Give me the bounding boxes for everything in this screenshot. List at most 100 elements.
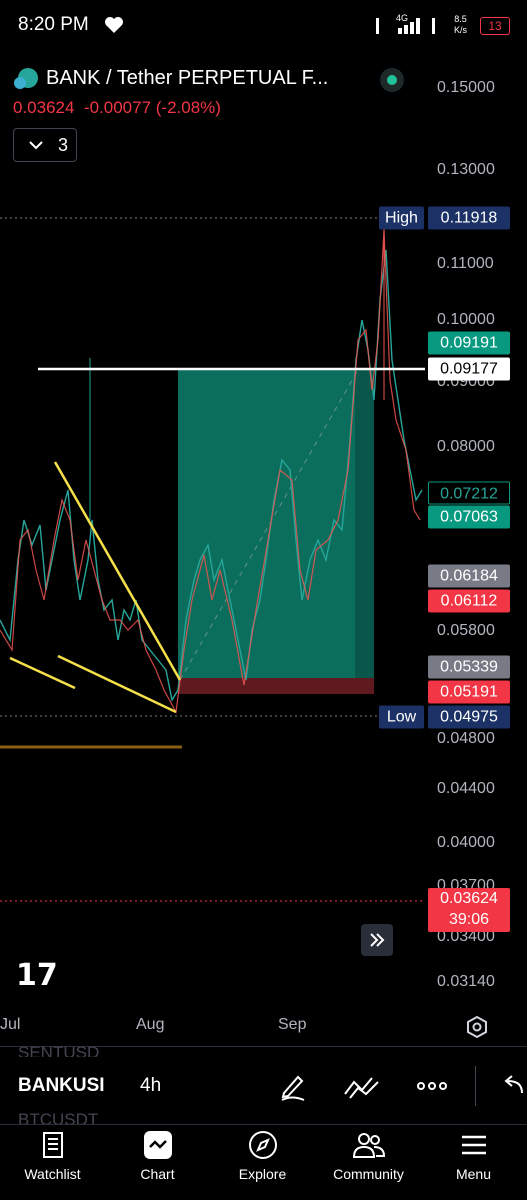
last-price: 0.03624 — [13, 98, 75, 117]
icon-path — [255, 1138, 270, 1152]
icon-bar — [404, 25, 408, 34]
nav-menu[interactable]: Menu — [421, 1130, 526, 1182]
change-pct: (-2.08%) — [155, 98, 221, 117]
hex-center — [472, 1022, 482, 1032]
icon-bar — [398, 28, 402, 34]
signal-icons — [376, 18, 435, 34]
icon-bar — [432, 18, 435, 34]
chart-canvas: 17 — [0, 217, 425, 993]
price-line: 0.03624 -0.00077 (-2.08%) — [13, 98, 221, 118]
speed-unit: K/s — [454, 25, 468, 35]
status-dot — [387, 75, 397, 85]
countdown: 39:06 — [448, 911, 490, 928]
price-tag: 0.09177 — [428, 357, 510, 381]
indicators-tool[interactable] — [342, 1072, 382, 1100]
icon-path — [352, 1145, 385, 1158]
price-tag: 0.07212 — [428, 481, 510, 505]
chevron-path — [29, 141, 43, 150]
price-axis-label: 0.04000 — [437, 834, 495, 851]
settings-icon[interactable] — [465, 1015, 489, 1039]
icon-path — [148, 1140, 167, 1149]
undo[interactable] — [500, 1073, 527, 1097]
chevron — [29, 141, 43, 150]
symbol-above: SENTUSD — [18, 1043, 100, 1057]
toolbar-divider — [475, 1066, 476, 1106]
price-tag: 0.06184 — [428, 564, 510, 588]
price-axis-label: 0.04400 — [437, 780, 495, 797]
nav-label: Chart — [140, 1166, 175, 1182]
price-axis-label: 0.08000 — [437, 438, 495, 455]
indicators-toggle[interactable]: 3 — [13, 128, 77, 162]
toolbar-symbol[interactable]: BANKUSI — [18, 1075, 105, 1096]
nav-icon — [461, 1135, 486, 1155]
change: -0.00077 — [83, 98, 152, 117]
status-time: 8:20 PM — [18, 14, 89, 35]
divider — [0, 1124, 527, 1125]
icon-bar — [376, 18, 379, 34]
indicators-count: 3 — [58, 135, 69, 155]
wave — [344, 1077, 379, 1099]
price-axis-label: 0.05800 — [437, 622, 495, 639]
high-tag: 0.11918 — [428, 206, 510, 230]
hex — [467, 1015, 487, 1039]
nav-label: Menu — [455, 1166, 492, 1182]
symbol-below: BTCUSDT — [18, 1110, 99, 1124]
market-status — [380, 68, 404, 92]
scroll-to-realtime[interactable] — [361, 924, 393, 956]
dot — [439, 1082, 447, 1090]
nav-community[interactable]: Community — [316, 1130, 421, 1182]
speed-value: 8.5 — [454, 14, 467, 24]
dot — [428, 1082, 436, 1090]
price-axis-label: 0.13000 — [437, 161, 495, 178]
price-tag: 0.05339 — [428, 655, 510, 679]
trend-line — [53, 461, 182, 681]
icon — [14, 77, 26, 89]
battery: 13 — [480, 17, 510, 35]
nav-explore[interactable]: Explore — [210, 1130, 315, 1182]
nav-icon — [143, 1131, 172, 1159]
price-axis-label: 0.15000 — [437, 79, 495, 96]
low-tag: 0.04975 — [428, 705, 510, 729]
trend-line — [9, 656, 76, 690]
price-axis-label: 0.10000 — [437, 311, 495, 328]
nav-icon — [352, 1133, 385, 1158]
arrows — [370, 933, 385, 947]
heart — [105, 17, 123, 33]
time-axis-label: Aug — [136, 1016, 165, 1033]
nav-watchlist[interactable]: Watchlist — [0, 1130, 105, 1182]
logo: 17 — [16, 958, 58, 993]
price-series-up — [0, 249, 423, 702]
price-axis-label: 0.03400 — [437, 928, 495, 945]
icon-bar — [410, 22, 414, 34]
price-series-down — [0, 229, 421, 714]
price-axis-label: 0.03140 — [437, 973, 495, 990]
nav-chart[interactable]: Chart — [105, 1130, 210, 1182]
icon-path — [357, 1133, 370, 1145]
icon-path — [369, 1135, 380, 1145]
dot — [417, 1082, 425, 1090]
arrow-path — [370, 933, 385, 947]
nav-icon — [248, 1131, 277, 1159]
more-tool[interactable] — [416, 1078, 448, 1094]
last-price-tag: 0.03624 39:06 — [428, 888, 510, 932]
trend-line — [57, 654, 177, 714]
price-tag: 0.06112 — [428, 589, 510, 613]
symbol-name[interactable]: BANK / Tether PERPETUAL F... — [46, 67, 329, 89]
draw-tool[interactable] — [276, 1069, 310, 1103]
price-tag: 0.05191 — [428, 680, 510, 704]
price-axis-label: 0.04800 — [437, 730, 495, 747]
price-tag: 0.09191 — [428, 331, 510, 355]
low-label: Low — [379, 705, 424, 729]
time-axis-label: Sep — [278, 1016, 307, 1033]
undo-arrow — [504, 1075, 523, 1094]
nav-icon — [42, 1132, 63, 1158]
symbol-icon — [14, 68, 38, 89]
profit-zone — [178, 369, 374, 678]
interval[interactable]: 4h — [140, 1075, 162, 1096]
profit-zone-shade — [355, 369, 374, 678]
icon-path — [42, 1132, 63, 1158]
nav-label: Community — [333, 1166, 404, 1182]
icon-bar — [416, 18, 420, 34]
high-label: High — [379, 206, 424, 230]
